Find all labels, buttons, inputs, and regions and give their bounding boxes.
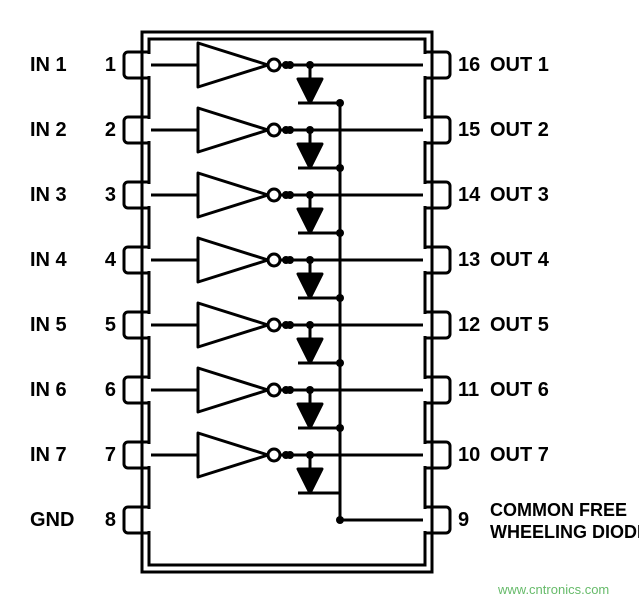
left-label-7: IN 7: [30, 444, 67, 467]
right-label-10: OUT 7: [490, 444, 549, 467]
left-pin-1: 1: [105, 54, 116, 77]
left-label-6: IN 6: [30, 379, 67, 402]
right-label-11: OUT 6: [490, 379, 549, 402]
left-pin-7: 7: [105, 444, 116, 467]
right-pin-10: 10: [458, 444, 480, 467]
left-pin-4: 4: [105, 249, 116, 272]
right-label-12: OUT 5: [490, 314, 549, 337]
right-pin-12: 12: [458, 314, 480, 337]
diagram-canvas: IN 1 1 IN 2 2 IN 3 3 IN 4 4 IN 5 5 IN 6 6 IN 7 7 GND 8 1…: [0, 0, 639, 614]
left-pin-2: 2: [105, 119, 116, 142]
left-label-2: IN 2: [30, 119, 67, 142]
right-pin-16: 16: [458, 54, 480, 77]
left-pin-3: 3: [105, 184, 116, 207]
right-label-13: OUT 4: [490, 249, 549, 272]
left-pin-5: 5: [105, 314, 116, 337]
right-label-9-a: COMMON FREE: [490, 500, 627, 521]
right-pin-9: 9: [458, 509, 469, 532]
right-pin-13: 13: [458, 249, 480, 272]
left-pin-8: 8: [105, 509, 116, 532]
left-pin-6: 6: [105, 379, 116, 402]
right-label-9-b: WHEELING DIODES: [490, 522, 639, 543]
left-label-4: IN 4: [30, 249, 67, 272]
left-label-8: GND: [30, 509, 74, 532]
right-label-16: OUT 1: [490, 54, 549, 77]
left-label-1: IN 1: [30, 54, 67, 77]
right-pin-15: 15: [458, 119, 480, 142]
left-label-5: IN 5: [30, 314, 67, 337]
right-label-15: OUT 2: [490, 119, 549, 142]
right-pin-11: 11: [458, 379, 479, 402]
left-label-3: IN 3: [30, 184, 67, 207]
right-label-14: OUT 3: [490, 184, 549, 207]
watermark: www.cntronics.com: [498, 582, 609, 597]
right-pin-14: 14: [458, 184, 480, 207]
